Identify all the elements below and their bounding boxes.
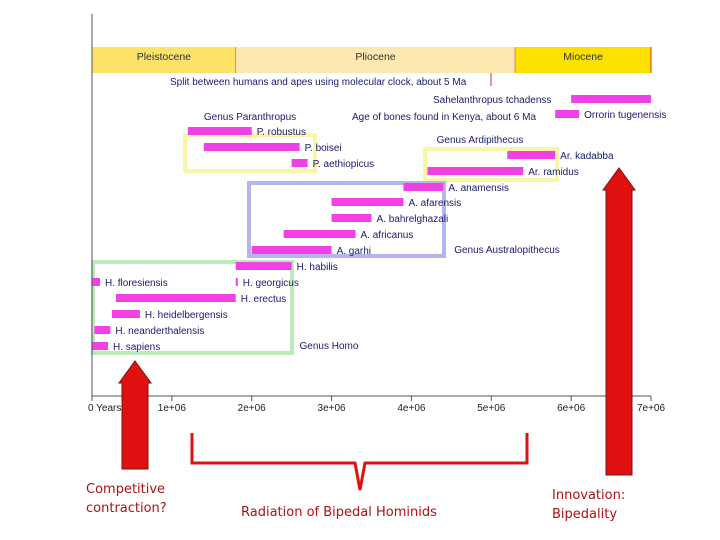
bar-13 [92,278,100,286]
genus-groups: Genus Paranthropus Genus Ardipithecus Genu… [91,112,560,355]
group-label: Genus Homo [300,341,359,352]
species-label: H. neanderthalensis [115,326,204,337]
group-label: Genus Australopithecus [454,245,560,256]
group-box-1 [423,147,559,182]
bar-7 [403,183,444,191]
bar-0 [571,95,651,103]
caption-left-line2: contraction? [86,501,167,516]
species-bars [92,95,651,350]
species-label: Sahelanthropus tchadenss [433,95,551,106]
bar-11 [251,246,332,254]
species-label: P. boisei [305,143,342,154]
bar-16 [111,310,140,318]
annotations: Split between humans and apes using mole… [170,77,536,123]
annotation-molecular-clock: Split between humans and apes using mole… [170,77,467,88]
bar-3 [203,143,300,151]
species-label: H. habilis [297,262,338,273]
epoch-band-miocene [515,47,651,73]
caption-competitive-contraction: Competitive contraction? [86,480,167,518]
species-label: H. georgicus [243,278,299,289]
bar-2 [187,127,252,135]
species-label: P. robustus [257,127,306,138]
x-tick-label: 7e+06 [637,403,666,414]
x-tick-label: 2e+06 [238,403,267,414]
species-label: A. afarensis [408,198,461,209]
epoch-band-pleistocene [92,47,236,73]
epoch-label: Pliocene [355,51,395,63]
bar-6 [427,167,524,175]
arrow-right [602,167,636,476]
bar-17 [94,326,111,334]
epoch-band: Pleistocene Pliocene Miocene [92,47,652,86]
bar-10 [283,230,356,238]
bar-12 [235,262,292,270]
species-label: H. sapiens [113,342,160,353]
caption-innovation: Innovation: Bipedality [552,486,625,524]
annotation-kenya-bones: Age of bones found in Kenya, about 6 Ma [352,112,536,123]
bar-15 [115,294,236,302]
species-label: A. garhi [337,246,371,257]
group-label: Genus Ardipithecus [437,135,524,146]
species-label: A. anamensis [448,183,509,194]
caption-right-line1: Innovation: [552,488,626,503]
epoch-band-pliocene [235,47,516,73]
group-label: Genus Paranthropus [204,112,296,123]
arrows-and-brace [118,167,636,491]
caption-radiation: Radiation of Bipedal Hominids [241,503,437,522]
x-tick-label: 4e+06 [397,403,426,414]
species-label: A. bahrelghazali [377,214,449,225]
species-label: Ar. kadabba [560,151,614,162]
bar-18 [92,342,108,350]
caption-left-line1: Competitive [86,482,166,497]
species-label: H. erectus [241,294,287,305]
x-tick-label: 3e+06 [318,403,347,414]
bar-4 [291,159,308,167]
bar-5 [507,151,556,159]
x-tick-label: 0 Years [88,403,121,414]
epoch-label: Pleistocene [137,51,191,63]
x-tick-label: 1e+06 [158,403,187,414]
species-labels: Sahelanthropus tchadenss Orrorin tugenens… [105,95,666,353]
x-axis: 0 Years 1e+06 2e+06 3e+06 4e+06 5e+06 6e+06 7e+… [88,14,665,414]
bar-1 [555,110,580,118]
species-label: Orrorin tugenensis [584,110,666,121]
bar-9 [331,214,372,222]
species-label: H. heidelbergensis [145,310,228,321]
caption-middle: Radiation of Bipedal Hominids [241,505,437,520]
x-tick-label: 5e+06 [477,403,506,414]
species-label: Ar. ramidus [528,167,579,178]
species-label: P. aethiopicus [313,159,375,170]
x-tick-label: 6e+06 [557,403,586,414]
radiation-brace [190,433,529,491]
caption-right-line2: Bipedality [552,507,618,522]
species-label: H. floresiensis [105,278,168,289]
group-box-2 [247,181,446,258]
arrow-left [118,360,152,470]
bar-8 [331,198,404,206]
species-label: A. africanus [361,230,414,241]
epoch-label: Miocene [563,51,603,63]
bar-14 [235,278,238,286]
group-box-3 [91,260,294,355]
